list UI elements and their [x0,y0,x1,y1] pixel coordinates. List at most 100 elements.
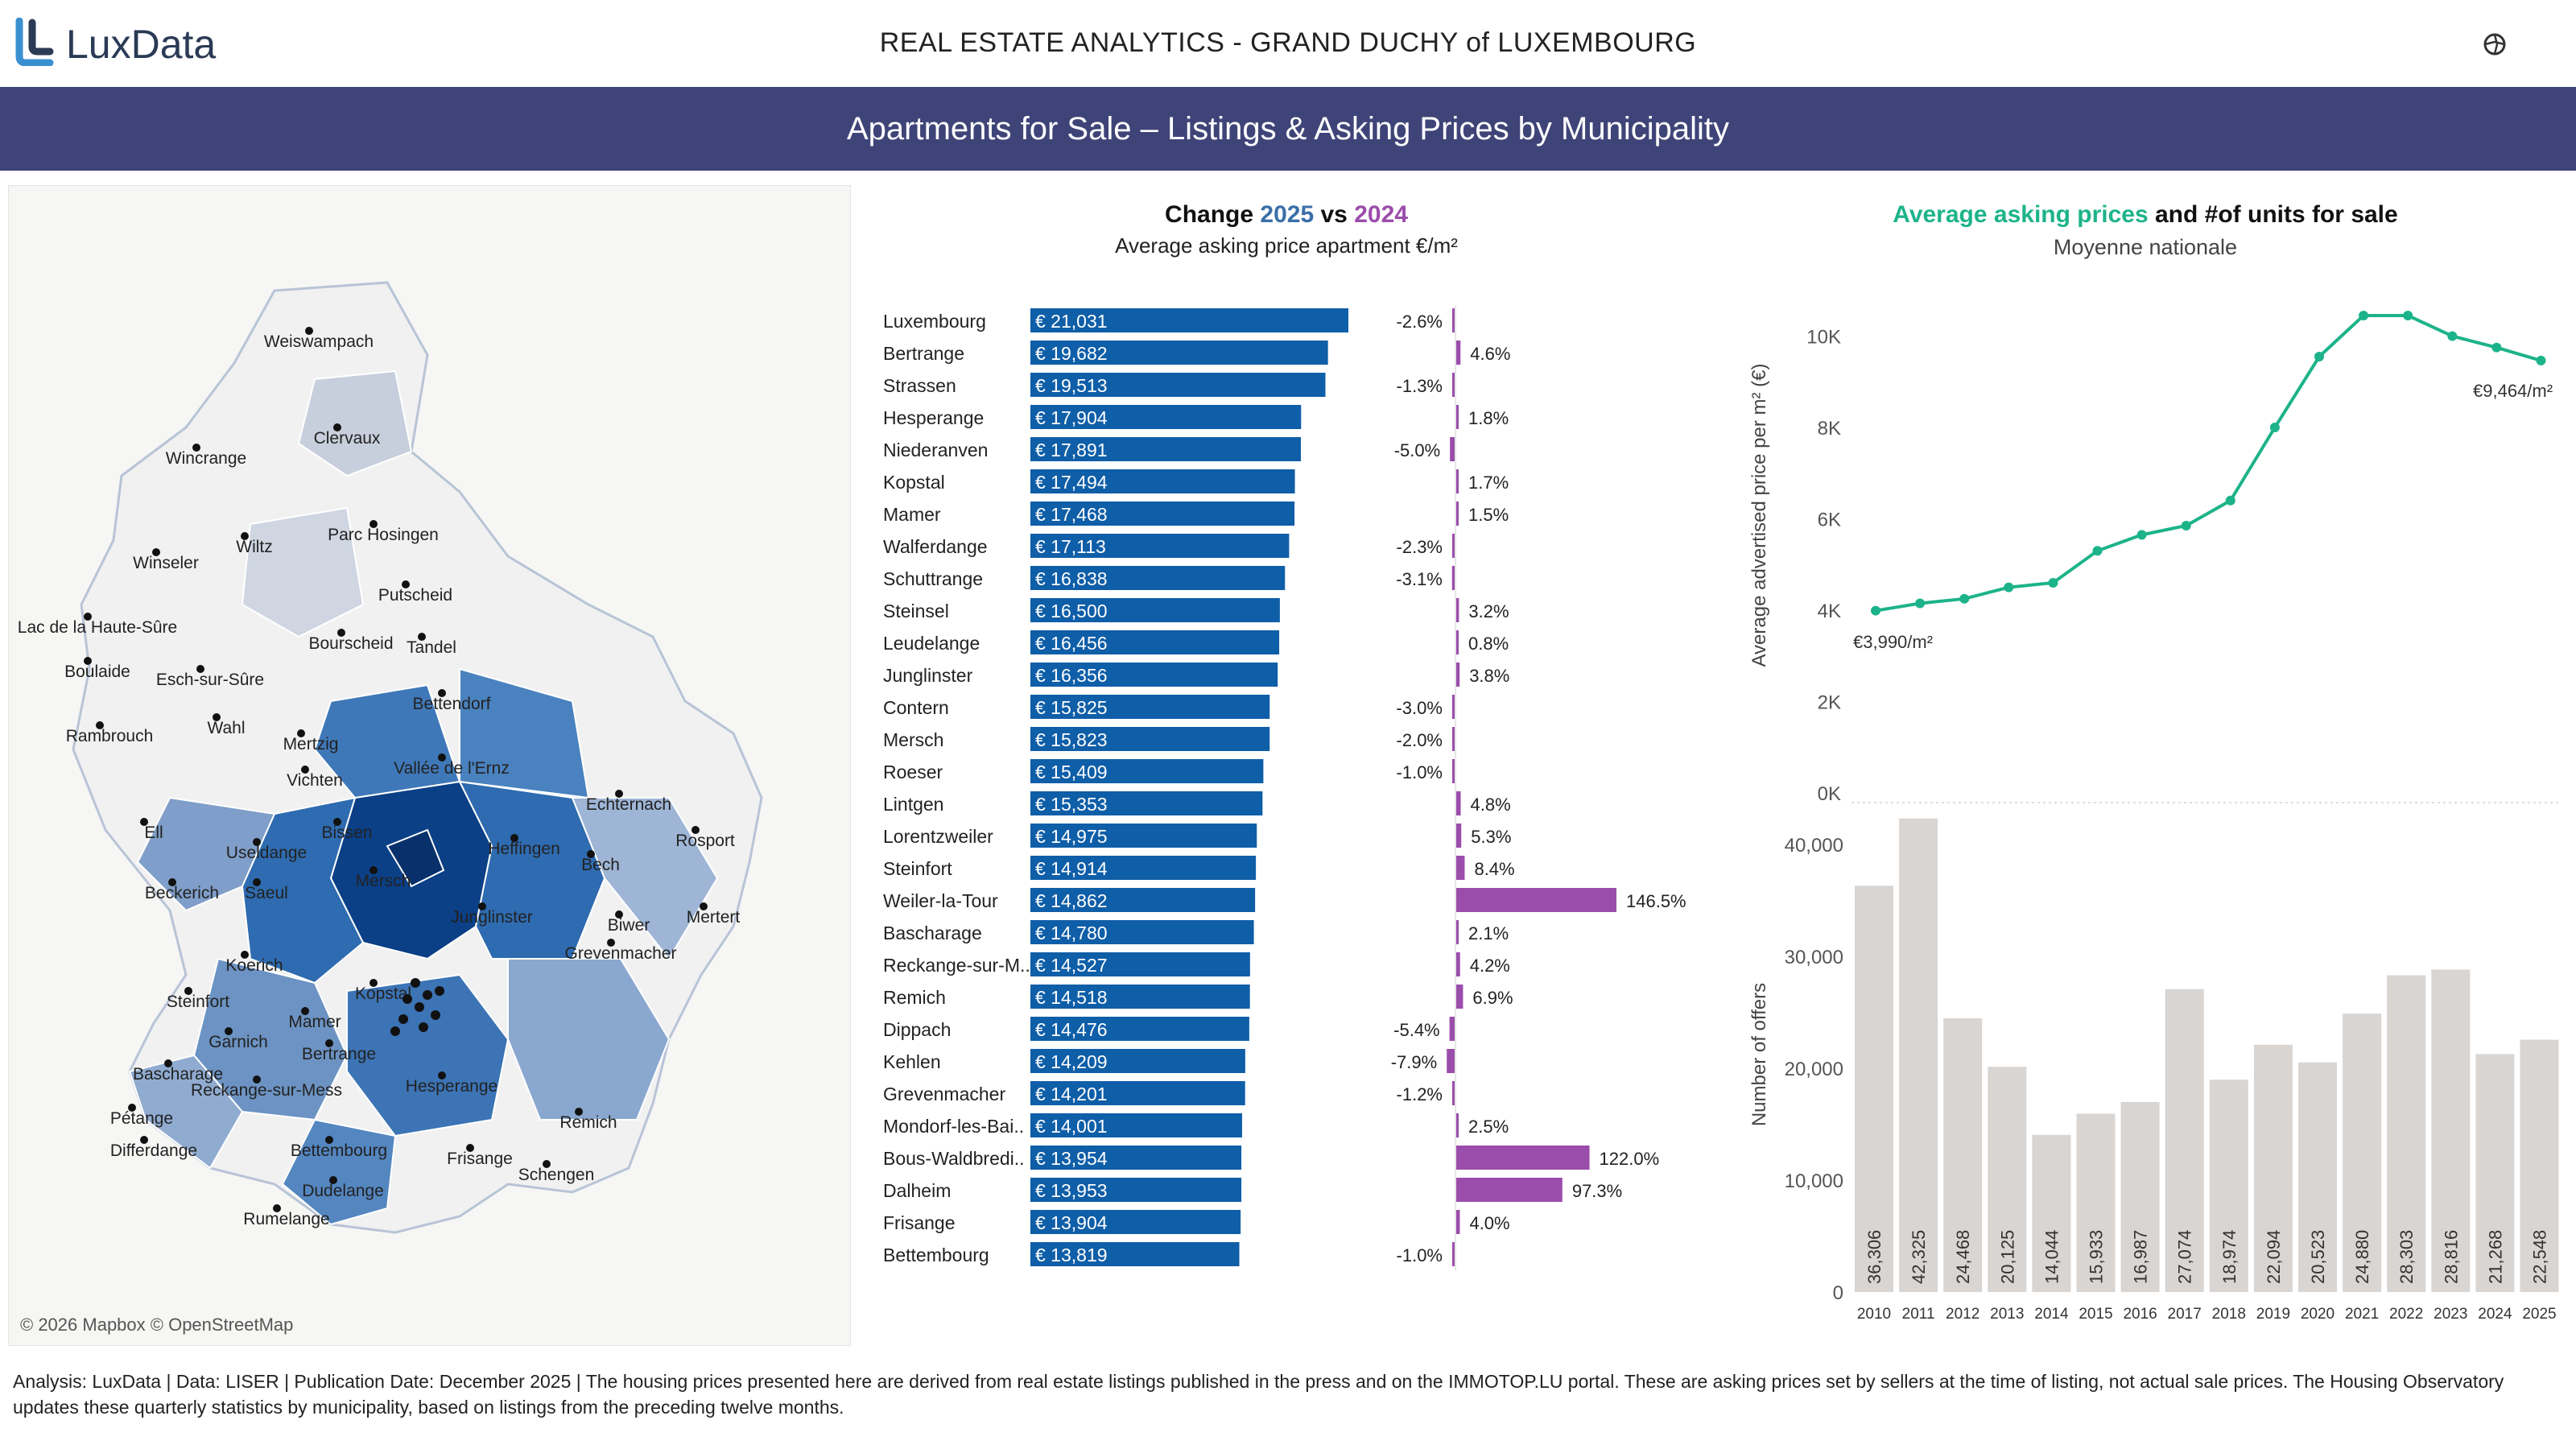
municipality-dot[interactable] [168,878,176,886]
municipality-region[interactable] [281,1118,397,1226]
municipality-region[interactable] [313,683,461,799]
units-bar[interactable] [2032,1134,2071,1292]
brand-logo[interactable]: LuxData [14,14,256,71]
municipality-dot[interactable] [140,818,148,826]
price-point[interactable] [2181,521,2191,531]
municipality-dot[interactable] [152,548,160,556]
price-bar-2025[interactable] [1030,759,1264,783]
price-point[interactable] [2536,355,2546,365]
price-bar-2025[interactable] [1030,695,1270,719]
change-bar[interactable] [1455,888,1616,912]
municipality-dot[interactable] [575,1108,583,1116]
municipality-dot[interactable] [510,834,518,842]
units-bar[interactable] [2475,1054,2515,1292]
municipality-dot[interactable] [607,939,615,947]
price-bar-2025[interactable] [1030,341,1328,365]
municipality-dot[interactable] [241,951,249,959]
municipality-region[interactable] [297,369,413,477]
change-bar[interactable] [1455,824,1462,848]
price-bar-2025[interactable] [1030,308,1348,332]
municipality-region[interactable] [241,506,365,638]
price-bar-2025[interactable] [1030,630,1280,654]
change-bar[interactable] [1450,437,1455,461]
change-bar[interactable] [1452,1242,1455,1266]
map-canvas[interactable]: Weiswampach Clervaux Wincrange Parc Hosinge… [9,186,850,1345]
municipality-region[interactable] [128,1054,244,1170]
municipality-dot[interactable] [297,729,305,737]
municipality-dot[interactable] [329,1176,337,1184]
units-bar[interactable] [1943,1018,1983,1292]
municipality-dot[interactable] [337,629,345,637]
change-bar[interactable] [1455,1146,1590,1170]
municipality-dot[interactable] [241,532,249,540]
price-point[interactable] [2447,331,2458,341]
municipality-dot[interactable] [325,1039,333,1047]
change-bar[interactable] [1455,985,1463,1009]
price-bar-2025[interactable] [1030,1049,1245,1073]
price-point[interactable] [1915,598,1926,609]
municipality-map[interactable]: Weiswampach Clervaux Wincrange Parc Hosinge… [8,185,851,1346]
change-bar[interactable] [1455,856,1465,880]
units-bar[interactable] [2076,1113,2116,1292]
municipality-dot[interactable] [615,910,623,919]
change-bar[interactable] [1455,469,1459,493]
price-bar-2025[interactable] [1030,405,1302,429]
price-point[interactable] [2136,530,2147,540]
price-point[interactable] [2359,310,2369,320]
change-bar[interactable] [1455,341,1461,365]
price-bar-2025[interactable] [1030,598,1280,622]
price-bar-2025[interactable] [1030,1178,1242,1202]
city-dot[interactable] [398,1014,408,1024]
price-point[interactable] [2225,495,2235,506]
city-dot[interactable] [390,1026,400,1036]
municipality-region[interactable] [386,828,445,888]
price-bar-2025[interactable] [1030,1113,1242,1137]
city-dot[interactable] [415,1002,424,1012]
municipality-dot[interactable] [325,1136,333,1144]
municipality-dot[interactable] [587,850,595,858]
change-bar[interactable] [1455,920,1459,944]
price-bar-2025[interactable] [1030,437,1302,461]
units-bar[interactable] [2343,1013,2382,1292]
change-bar[interactable] [1455,791,1461,815]
municipality-dot[interactable] [96,721,104,729]
municipality-region[interactable] [346,973,510,1137]
change-bar[interactable] [1455,405,1459,429]
units-bar[interactable] [2120,1101,2160,1292]
price-bar-2025[interactable] [1030,727,1270,751]
municipality-dot[interactable] [273,1204,281,1212]
city-dot[interactable] [402,994,412,1004]
change-bar[interactable] [1455,952,1460,976]
price-bar-2025[interactable] [1030,1242,1240,1266]
change-bar[interactable] [1455,663,1460,687]
municipality-dot[interactable] [184,987,192,995]
change-bar[interactable] [1455,630,1459,654]
municipality-dot[interactable] [84,613,92,621]
units-bar[interactable] [2520,1039,2559,1292]
price-point[interactable] [2048,577,2058,588]
price-bar-2025[interactable] [1030,952,1250,976]
units-bar[interactable] [2387,975,2426,1292]
price-bar-2025[interactable] [1030,1146,1242,1170]
price-point[interactable] [2092,546,2103,556]
price-bar-2025[interactable] [1030,920,1254,944]
municipality-dot[interactable] [253,1075,261,1084]
units-bar[interactable] [1988,1067,2027,1292]
municipality-dot[interactable] [615,790,623,798]
change-bar[interactable] [1452,373,1455,397]
city-dot[interactable] [435,986,444,996]
municipality-region[interactable] [507,958,671,1121]
municipality-dot[interactable] [253,878,261,886]
price-bar-2025[interactable] [1030,888,1256,912]
price-bar-2025[interactable] [1030,1210,1241,1234]
municipality-dot[interactable] [140,1136,148,1144]
change-bar[interactable] [1452,759,1455,783]
price-bar-2025[interactable] [1030,1017,1249,1041]
price-line[interactable] [1875,313,2542,613]
municipality-dot[interactable] [301,766,309,774]
change-bar[interactable] [1452,308,1455,332]
change-bar[interactable] [1449,1017,1455,1041]
change-bar[interactable] [1455,502,1459,526]
municipality-dot[interactable] [478,902,486,910]
municipality-dot[interactable] [700,902,708,910]
